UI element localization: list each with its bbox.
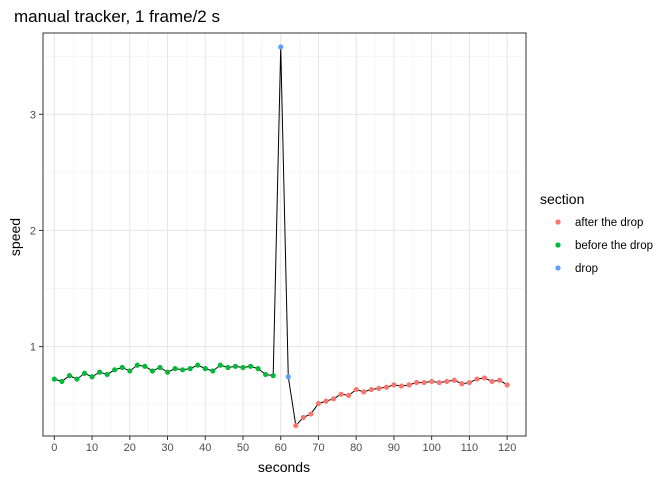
chart-title: manual tracker, 1 frame/2 s [14,7,220,26]
y-tick-label: 2 [30,225,36,237]
data-point-before-the-drop [180,367,186,373]
data-point-after-the-drop [293,422,299,429]
legend-title: section [540,191,584,207]
data-point-after-the-drop [323,398,329,404]
x-tick-label: 70 [312,442,324,454]
x-tick-label: 100 [422,442,440,454]
data-point-after-the-drop [489,378,495,385]
x-tick-label: 0 [51,442,57,454]
data-point-before-the-drop [97,369,103,375]
x-tick-label: 30 [161,442,173,454]
data-point-before-the-drop [104,371,110,378]
data-point-after-the-drop [481,375,488,381]
data-point-after-the-drop [368,386,374,393]
x-tick-label: 80 [350,442,362,454]
data-point-after-the-drop [496,377,503,383]
x-tick-label: 120 [498,442,516,454]
data-point-after-the-drop [459,381,465,387]
data-point-before-the-drop [247,363,254,369]
x-tick-label: 20 [124,442,136,454]
y-axis-title: speed [7,218,23,256]
data-point-before-the-drop [270,373,276,379]
legend: section after the drop before the drop dro… [540,191,653,275]
x-tick-label: 110 [461,442,479,454]
data-point-before-the-drop [225,364,231,371]
data-point-after-the-drop [300,414,306,421]
y-tick-label: 3 [30,109,36,121]
data-point-drop [285,374,291,380]
data-point-after-the-drop [361,389,367,395]
y-tick-label: 1 [30,342,36,354]
data-point-before-the-drop [202,366,208,372]
data-point-before-the-drop [217,362,223,368]
legend-label-drop: drop [575,263,598,275]
data-point-before-the-drop [112,367,118,373]
data-point-before-the-drop [263,371,269,378]
data-point-before-the-drop [74,376,80,382]
data-point-after-the-drop [466,379,472,386]
data-point-after-the-drop [383,384,389,390]
data-point-before-the-drop [187,366,193,372]
data-point-after-the-drop [504,382,510,388]
data-point-after-the-drop [436,379,442,386]
x-tick-label: 60 [275,442,287,454]
data-point-before-the-drop [89,374,95,380]
data-point-before-the-drop [51,376,57,382]
data-point-before-the-drop [66,373,73,379]
legend-key-before-the-drop [555,242,561,248]
data-point-before-the-drop [240,364,246,371]
x-tick-label: 90 [388,442,400,454]
data-point-after-the-drop [353,386,359,393]
data-point-after-the-drop [413,379,420,386]
data-point-after-the-drop [315,400,322,407]
x-tick-label: 40 [199,442,211,454]
data-point-before-the-drop [119,364,125,371]
data-point-after-the-drop [330,396,337,402]
data-point-after-the-drop [376,385,382,391]
plot-panel [43,33,526,436]
data-point-after-the-drop [391,382,397,388]
data-point-before-the-drop [59,378,65,385]
data-point-before-the-drop [81,370,88,376]
data-point-after-the-drop [421,379,427,386]
data-point-before-the-drop [157,364,163,371]
plot-border [42,32,527,437]
data-point-after-the-drop [308,411,314,417]
data-point-before-the-drop [149,368,156,374]
data-point-before-the-drop [172,366,178,372]
data-point-after-the-drop [474,376,480,382]
data-point-before-the-drop [210,368,216,374]
data-point-before-the-drop [164,369,171,375]
data-point-before-the-drop [195,362,201,368]
data-point-after-the-drop [451,377,457,383]
data-point-before-the-drop [134,362,140,368]
data-point-drop [278,44,284,50]
x-axis-title: seconds [258,459,310,475]
data-point-before-the-drop [142,363,148,369]
legend-label-before-the-drop: before the drop [575,240,653,252]
plot-area: 0 10 20 30 40 50 60 70 80 90 100 110 120 1 2 3 [30,32,527,454]
data-point-before-the-drop [232,363,239,369]
data-point-after-the-drop [346,392,352,398]
legend-key-drop [555,265,561,271]
data-point-after-the-drop [338,391,344,397]
data-point-after-the-drop [444,378,450,385]
data-point-after-the-drop [406,382,412,388]
legend-label-after-the-drop: after the drop [575,217,643,229]
data-point-after-the-drop [398,383,405,389]
x-tick-label: 50 [237,442,249,454]
data-point-after-the-drop [429,378,435,385]
data-point-before-the-drop [127,368,133,374]
data-point-before-the-drop [255,366,261,372]
legend-key-after-the-drop [555,219,561,225]
x-tick-label: 10 [86,442,98,454]
